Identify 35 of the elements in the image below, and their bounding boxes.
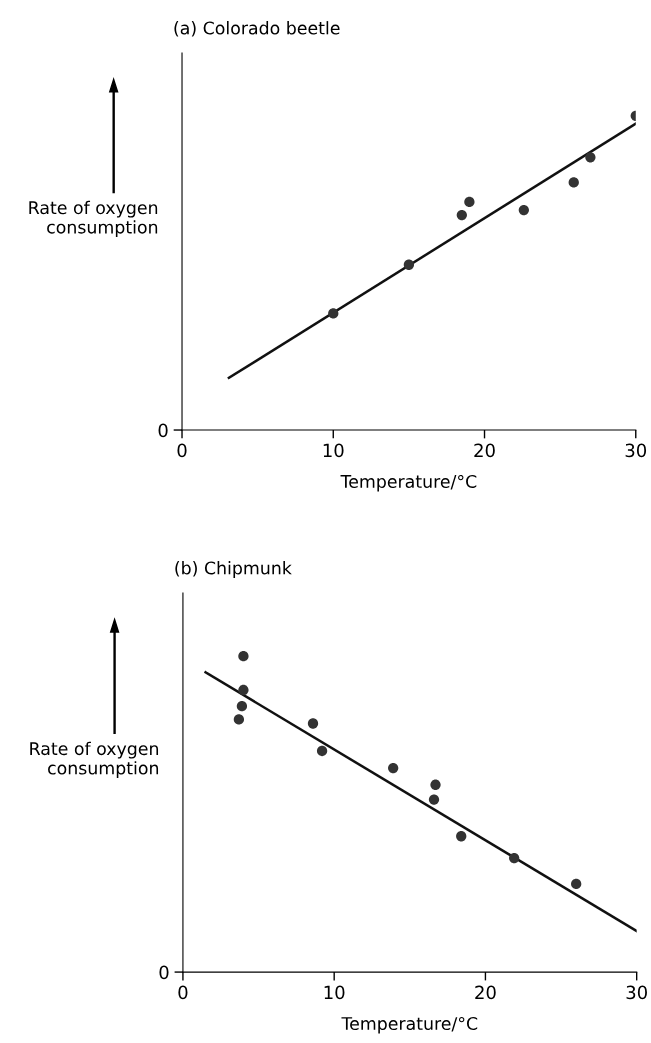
text: 0 [159, 965, 169, 980]
chart-title: (b) Chipmunk [175, 561, 292, 578]
point [238, 651, 249, 662]
x-tick-label: 0 [178, 985, 188, 1000]
point [568, 177, 579, 188]
point [428, 794, 440, 805]
point [456, 831, 467, 842]
point [430, 779, 441, 790]
point [233, 714, 245, 725]
x-tick-label: 10 [323, 443, 344, 458]
x-tick-label: 20 [475, 985, 496, 1000]
point [509, 852, 520, 864]
point [585, 152, 596, 163]
y-axis-title: Rate of oxygen consumption [30, 741, 159, 778]
point [403, 259, 415, 270]
point [236, 700, 248, 712]
point [456, 209, 467, 221]
x-tick-label: 30 [626, 985, 647, 1000]
point [388, 762, 399, 774]
point [518, 204, 529, 216]
x-axis-title: Temperature/°C [340, 474, 477, 492]
y-axis-title: Rate of oxygen consumption [29, 200, 158, 238]
x-tick-label: 0 [177, 443, 187, 458]
point [464, 196, 475, 208]
point [307, 718, 319, 729]
point [316, 745, 328, 757]
text: 0 [158, 423, 168, 438]
point [571, 878, 582, 890]
x-axis-title: Temperature/°C [341, 1016, 478, 1034]
chart-title: (a) Colorado beetle [174, 21, 340, 37]
point [238, 684, 249, 696]
x-tick-label: 30 [625, 443, 647, 458]
point [328, 308, 339, 319]
x-tick-label: 10 [324, 985, 345, 1000]
x-tick-label: 20 [474, 443, 495, 458]
